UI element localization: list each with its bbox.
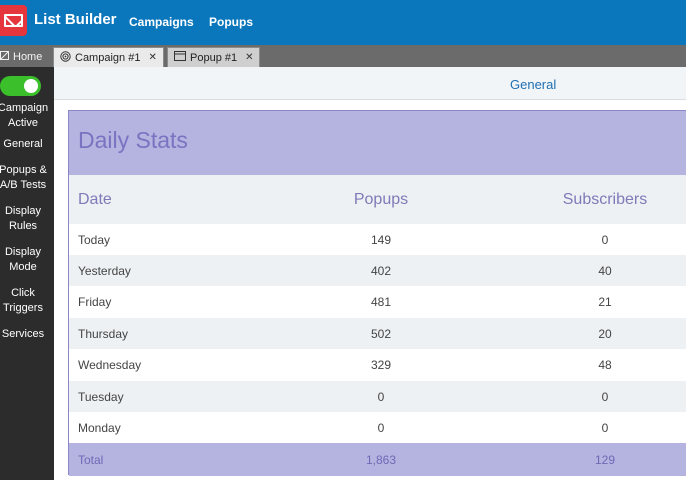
table-row: Yesterday 402 40: [69, 255, 686, 286]
table-row: Friday 481 21: [69, 286, 686, 317]
main-header: General: [54, 67, 686, 100]
tab-popup[interactable]: Popup #1 ✕: [167, 47, 260, 67]
cell-date: Friday: [78, 294, 112, 309]
target-icon: [60, 50, 71, 65]
sidebar-item-display-mode[interactable]: Display Mode: [4, 246, 42, 273]
cell-date: Monday: [78, 420, 121, 435]
table-header-row: Date Popups Subscribers: [69, 175, 686, 224]
column-header-popups: Popups: [353, 190, 409, 208]
sidebar-item-display-rules[interactable]: Display Rules: [4, 205, 42, 232]
tab-popup-label: Popup #1: [190, 51, 238, 64]
cell-popups: 0: [377, 389, 385, 404]
table-total-row: Total 1,863 129: [69, 443, 686, 476]
close-icon[interactable]: ✕: [245, 52, 254, 63]
cell-popups: 502: [370, 326, 392, 341]
panel-title: Daily Stats: [78, 127, 188, 153]
panel-title-bar: Daily Stats: [69, 111, 686, 175]
close-icon[interactable]: ✕: [148, 52, 157, 63]
cell-date: Thursday: [78, 326, 129, 341]
table-row: Monday 0 0: [69, 412, 686, 443]
nav-popups[interactable]: Popups: [209, 15, 253, 29]
sidebar-item-click-triggers[interactable]: Click Triggers: [3, 287, 43, 314]
tab-home-label: Home: [13, 51, 43, 63]
table-row: Tuesday 0 0: [69, 381, 686, 412]
cell-date: Today: [78, 232, 111, 247]
cell-subscribers: 48: [598, 357, 612, 372]
cell-date: Yesterday: [78, 263, 131, 278]
sidebar-item-general[interactable]: General: [3, 138, 43, 150]
total-popups: 1,863: [365, 452, 397, 467]
tab-campaign[interactable]: Campaign #1 ✕: [53, 47, 164, 67]
cell-popups: 0: [377, 420, 385, 435]
total-label: Total: [78, 452, 104, 467]
cell-subscribers: 21: [598, 294, 612, 309]
cell-subscribers: 20: [598, 326, 612, 341]
campaign-active-toggle[interactable]: [0, 76, 41, 96]
tab-strip: Home Campaign #1 ✕ Popup #1 ✕: [0, 45, 686, 67]
column-header-subscribers: Subscribers: [562, 190, 648, 208]
cell-subscribers: 0: [601, 232, 609, 247]
cell-popups: 481: [370, 294, 392, 309]
home-icon: [0, 51, 9, 63]
table-row: Today 149 0: [69, 224, 686, 255]
mail-logo-icon: [0, 5, 27, 36]
top-bar: List Builder Campaigns Popups: [0, 0, 686, 45]
column-header-date: Date: [78, 190, 112, 208]
cell-subscribers: 40: [598, 263, 612, 278]
sidebar-item-campaign-active: Campaign Active: [0, 102, 49, 129]
tab-campaign-label: Campaign #1: [75, 51, 141, 64]
daily-stats-panel: Daily Stats Date Popups Subscribers Toda…: [68, 110, 686, 476]
general-link[interactable]: General: [510, 77, 557, 92]
app-title: List Builder: [34, 11, 117, 28]
window-icon: [174, 51, 186, 64]
cell-popups: 402: [370, 263, 392, 278]
table-row: Wednesday 329 48: [69, 349, 686, 380]
tab-home[interactable]: Home: [0, 47, 51, 67]
toggle-knob: [24, 79, 38, 93]
cell-subscribers: 0: [601, 420, 609, 435]
cell-date: Wednesday: [78, 357, 142, 372]
table-row: Thursday 502 20: [69, 318, 686, 349]
cell-subscribers: 0: [601, 389, 609, 404]
total-subscribers: 129: [594, 452, 616, 467]
cell-popups: 149: [370, 232, 392, 247]
sidebar-item-services[interactable]: Services: [1, 328, 45, 340]
cell-date: Tuesday: [78, 389, 124, 404]
sidebar-item-popups-ab-tests[interactable]: Popups & A/B Tests: [0, 164, 47, 191]
cell-popups: 329: [370, 357, 392, 372]
sidebar: Campaign Active General Popups & A/B Tes…: [0, 67, 54, 480]
nav-campaigns[interactable]: Campaigns: [129, 15, 194, 29]
